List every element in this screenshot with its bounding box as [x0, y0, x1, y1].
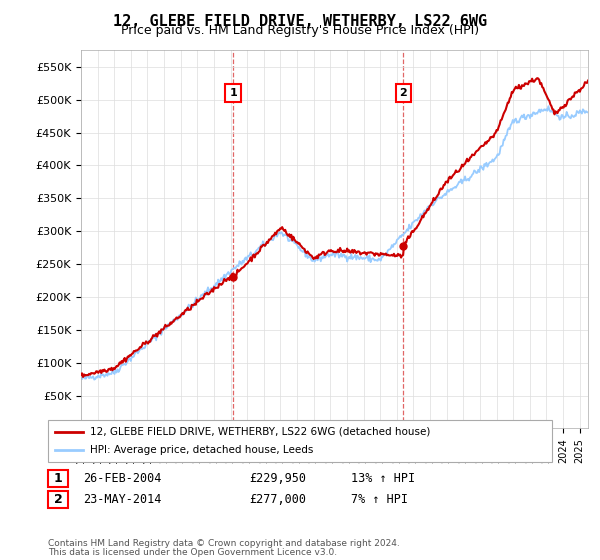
Text: This data is licensed under the Open Government Licence v3.0.: This data is licensed under the Open Gov… — [48, 548, 337, 557]
Text: 1: 1 — [229, 88, 237, 98]
Text: 12, GLEBE FIELD DRIVE, WETHERBY, LS22 6WG: 12, GLEBE FIELD DRIVE, WETHERBY, LS22 6W… — [113, 14, 487, 29]
Text: £229,950: £229,950 — [249, 472, 306, 486]
Text: 2: 2 — [53, 493, 62, 506]
Text: 7% ↑ HPI: 7% ↑ HPI — [351, 493, 408, 506]
Text: Price paid vs. HM Land Registry's House Price Index (HPI): Price paid vs. HM Land Registry's House … — [121, 24, 479, 37]
Text: Contains HM Land Registry data © Crown copyright and database right 2024.: Contains HM Land Registry data © Crown c… — [48, 539, 400, 548]
Text: 1: 1 — [53, 472, 62, 486]
Text: 2: 2 — [400, 88, 407, 98]
Text: 23-MAY-2014: 23-MAY-2014 — [83, 493, 161, 506]
Text: £277,000: £277,000 — [249, 493, 306, 506]
Text: 13% ↑ HPI: 13% ↑ HPI — [351, 472, 415, 486]
Text: HPI: Average price, detached house, Leeds: HPI: Average price, detached house, Leed… — [90, 445, 313, 455]
Text: 26-FEB-2004: 26-FEB-2004 — [83, 472, 161, 486]
Text: 12, GLEBE FIELD DRIVE, WETHERBY, LS22 6WG (detached house): 12, GLEBE FIELD DRIVE, WETHERBY, LS22 6W… — [90, 427, 430, 437]
